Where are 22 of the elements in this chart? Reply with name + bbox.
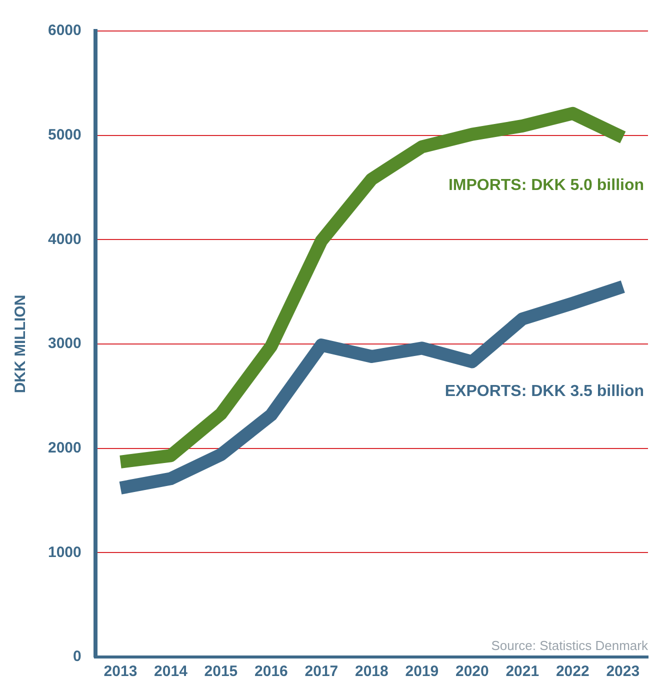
y-tick-label: 6000 xyxy=(48,22,82,40)
x-tick-label: 2017 xyxy=(304,663,338,680)
x-tick-label: 2020 xyxy=(455,663,489,680)
y-tick-label: 5000 xyxy=(48,126,82,144)
x-tick-label: 2023 xyxy=(606,663,640,680)
x-tick-label: 2013 xyxy=(104,663,138,680)
x-tick-label: 2014 xyxy=(154,663,188,680)
x-tick-label: 2019 xyxy=(405,663,439,680)
x-tick-label: 2018 xyxy=(354,663,388,680)
y-tick-label: 4000 xyxy=(48,230,82,248)
y-axis-title: DKK MILLION xyxy=(12,294,30,394)
x-tick-label: 2015 xyxy=(204,663,238,680)
text: IMPORTS: DKK 5.0 billion xyxy=(448,176,644,194)
x-tick-label: 2022 xyxy=(556,663,590,680)
y-tick-label: 1000 xyxy=(48,544,82,561)
y-tick-label: 3000 xyxy=(48,335,82,352)
y-tick-label: 2000 xyxy=(48,439,82,456)
x-tick-label: 2021 xyxy=(506,663,540,680)
series-label: EXPORTS: DKK 3.5 billion xyxy=(444,383,644,400)
x-tick-label: 2016 xyxy=(254,663,288,680)
y-tick-label: 0 xyxy=(73,648,82,666)
annotation: Source: Statistics Denmark xyxy=(491,638,648,654)
